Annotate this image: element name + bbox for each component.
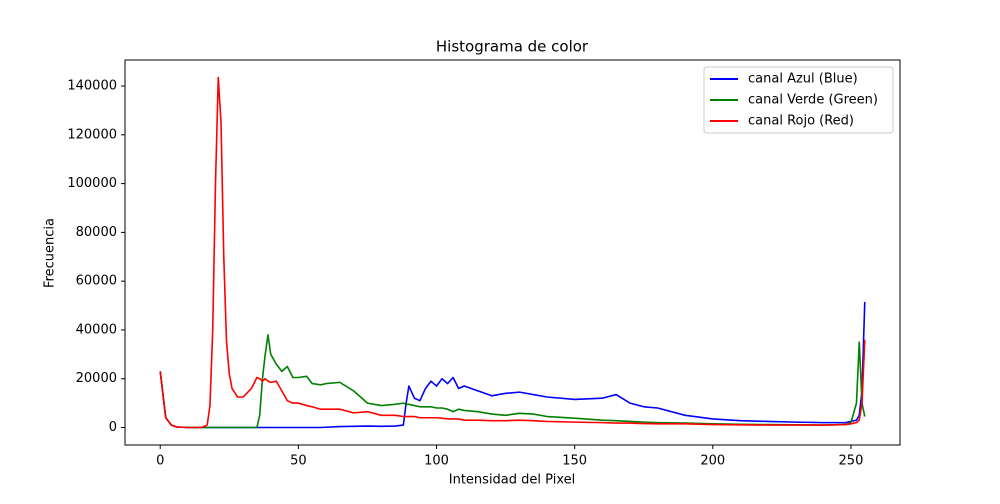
x-tick-label: 50 bbox=[290, 454, 307, 469]
plot-frame bbox=[124, 59, 901, 446]
y-tick-label: 60000 bbox=[76, 274, 117, 289]
y-tick-label: 0 bbox=[109, 420, 117, 435]
y-tick-label: 120000 bbox=[67, 127, 117, 142]
y-tick-label: 40000 bbox=[76, 322, 117, 337]
legend-label: canal Rojo (Red) bbox=[748, 114, 854, 129]
line-series bbox=[159, 334, 866, 429]
y-tick-label: 140000 bbox=[67, 79, 117, 94]
x-tick-label: 100 bbox=[424, 454, 449, 469]
legend-box bbox=[703, 66, 894, 134]
x-tick-label: 200 bbox=[700, 454, 725, 469]
x-tick-label: 250 bbox=[839, 454, 864, 469]
legend-label: canal Verde (Green) bbox=[748, 93, 878, 108]
legend-label: canal Azul (Blue) bbox=[748, 72, 858, 87]
line-series bbox=[159, 76, 866, 429]
y-tick-label: 20000 bbox=[76, 371, 117, 386]
x-tick-label: 150 bbox=[562, 454, 587, 469]
x-tick-label: 0 bbox=[156, 454, 164, 469]
x-axis-label: Intensidad del Pixel bbox=[449, 473, 575, 488]
y-tick-label: 100000 bbox=[67, 176, 117, 191]
y-axis-label: Frecuencia bbox=[43, 218, 58, 288]
y-tick-label: 80000 bbox=[76, 225, 117, 240]
chart-title: Histograma de color bbox=[436, 38, 589, 56]
